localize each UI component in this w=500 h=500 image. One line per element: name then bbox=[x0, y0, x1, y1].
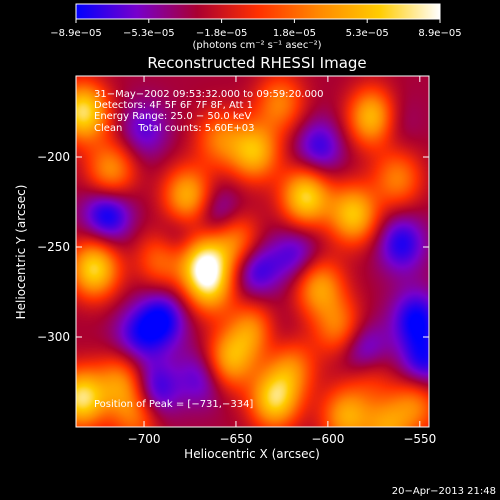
chart-title: Reconstructed RHESSI Image bbox=[147, 54, 366, 72]
y-tick-label: −250 bbox=[37, 240, 70, 254]
x-tick-label: −550 bbox=[403, 432, 436, 446]
colorbar-tick-label: 1.8e−05 bbox=[273, 28, 316, 39]
y-axis: −200 −250 −300 bbox=[37, 150, 429, 344]
annotation-detectors: Detectors: 4F 5F 6F 7F 8F, Att 1 bbox=[94, 100, 253, 111]
plot-area bbox=[75, 75, 430, 428]
colorbar-tick-label: 5.3e−05 bbox=[346, 28, 389, 39]
colorbar-tick-label: −5.3e−05 bbox=[123, 28, 175, 39]
x-tick-label: −650 bbox=[219, 432, 252, 446]
annotation-clean: Clean Total counts: 5.60E+03 bbox=[94, 123, 254, 134]
x-axis-label: Heliocentric X (arcsec) bbox=[184, 447, 320, 461]
x-tick-label: −700 bbox=[128, 432, 161, 446]
colorbar-strip bbox=[75, 3, 441, 20]
y-tick-label: −300 bbox=[37, 330, 70, 344]
annotation-energy-range: Energy Range: 25.0 − 50.0 keV bbox=[94, 111, 251, 122]
heatmap-image bbox=[76, 76, 429, 427]
colorbar-tick-label: 8.9e−05 bbox=[418, 28, 461, 39]
y-axis-label: Heliocentric Y (arcsec) bbox=[14, 185, 28, 320]
colorbar-ticks: −8.9e−05 −5.3e−05 −1.8e−05 1.8e−05 5.3e−05 8.… bbox=[50, 19, 462, 39]
y-tick-label: −200 bbox=[37, 150, 70, 164]
colorbar-tick-label: −1.8e−05 bbox=[196, 28, 248, 39]
colorbar: −8.9e−05 −5.3e−05 −1.8e−05 1.8e−05 5.3e−05 8.… bbox=[50, 3, 462, 51]
x-axis: −700 −650 −600 −550 bbox=[128, 76, 436, 446]
annotations: 31−May−2002 09:53:32.000 to 09:59:20.000… bbox=[94, 89, 324, 410]
x-tick-label: −600 bbox=[311, 432, 344, 446]
annotation-peak-position: Position of Peak = [−731,−334] bbox=[94, 399, 253, 410]
plot-timestamp: 20−Apr−2013 21:48 bbox=[392, 486, 496, 497]
plot-frame bbox=[75, 75, 430, 428]
colorbar-tick-label: −8.9e−05 bbox=[50, 28, 102, 39]
annotation-time-range: 31−May−2002 09:53:32.000 to 09:59:20.000 bbox=[94, 89, 324, 100]
colorbar-unit: (photons cm⁻² s⁻¹ asec⁻²) bbox=[192, 40, 321, 51]
